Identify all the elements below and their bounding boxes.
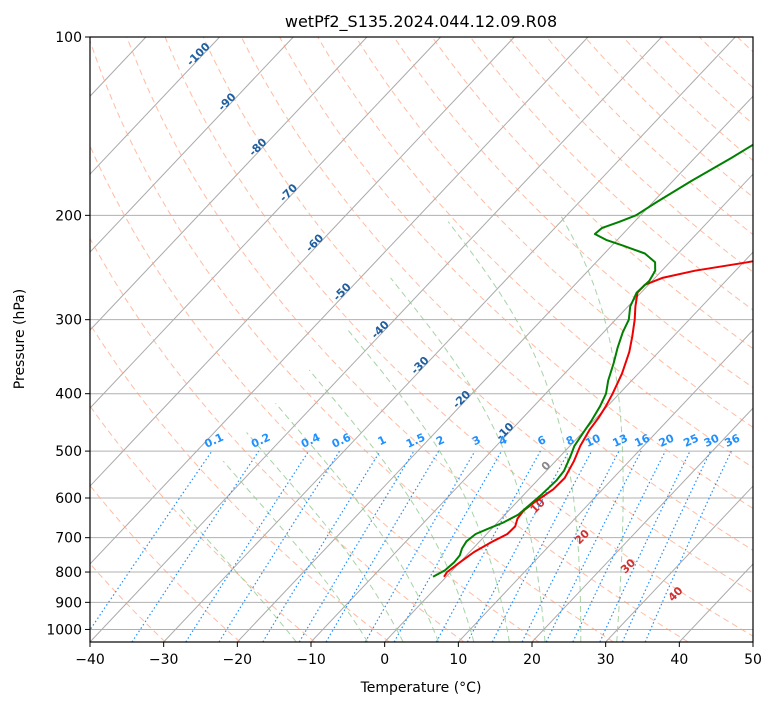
mixing-ratio-label: 10 xyxy=(583,431,603,449)
isotherm-gridline xyxy=(90,37,441,409)
x-axis-title: Temperature (°C) xyxy=(360,680,482,696)
x-tick-label: −30 xyxy=(149,652,179,668)
dry-adiabat xyxy=(126,37,689,642)
y-tick-label: 600 xyxy=(55,491,82,507)
y-tick-label: 200 xyxy=(55,208,82,224)
mixing-ratio-line xyxy=(218,450,341,642)
moist-adiabat xyxy=(275,402,439,642)
dry-adiabat xyxy=(90,237,465,642)
mixing-ratio-line xyxy=(572,450,666,642)
y-tick-label: 800 xyxy=(55,565,82,581)
mixing-ratio-line xyxy=(185,450,310,642)
x-tick-label: 30 xyxy=(597,652,615,668)
y-tick-label: 100 xyxy=(55,30,82,46)
plot-frame xyxy=(89,36,754,643)
mixing-ratio-line xyxy=(364,450,476,642)
isotherm-gridline xyxy=(90,37,589,565)
mixing-ratio-line xyxy=(90,450,213,631)
dry-adiabat xyxy=(431,37,753,350)
moist-adiabat xyxy=(345,327,510,642)
dry-adiabat xyxy=(90,323,390,642)
y-tick-label: 700 xyxy=(55,531,82,547)
mixing-ratio-label: 20 xyxy=(657,431,677,449)
dry-adiabat xyxy=(240,37,753,551)
mixing-ratio-line xyxy=(325,450,440,642)
dry-adiabat xyxy=(469,37,753,311)
x-tick-label: 40 xyxy=(670,652,688,668)
isotherm-gridline xyxy=(90,37,515,487)
dry-adiabat xyxy=(90,484,241,642)
moist-adiabat xyxy=(222,460,369,642)
dewpoint-profile-line xyxy=(432,143,753,578)
temperature-profile-line xyxy=(443,260,753,578)
dry-adiabat xyxy=(622,37,753,162)
mixing-ratio-line xyxy=(644,450,732,642)
dry-adiabat xyxy=(164,37,753,637)
mixing-ratio-line xyxy=(599,450,691,642)
isotherm-gridline xyxy=(163,37,736,642)
mixing-ratio-line xyxy=(393,450,503,642)
mixing-ratio-line xyxy=(262,450,381,642)
mixing-ratio-label: 16 xyxy=(633,431,653,449)
isotherm-gridline xyxy=(384,251,753,642)
isotherm-gridline xyxy=(90,37,220,175)
isotherm-gridline xyxy=(90,37,294,253)
isotherm-gridline xyxy=(605,485,753,642)
y-tick-label: 1000 xyxy=(46,622,82,638)
dry-adiabat xyxy=(508,37,753,273)
mixing-ratio-line xyxy=(298,450,415,642)
dry-adiabat xyxy=(546,37,753,236)
chart-title: wetPf2_S135.2024.044.12.09.R08 xyxy=(285,12,557,32)
dry-adiabat xyxy=(202,37,753,594)
x-tick-label: −10 xyxy=(296,652,326,668)
x-tick-label: 50 xyxy=(744,652,762,668)
isotherm-gridline xyxy=(236,95,753,642)
isotherm-gridline xyxy=(310,173,753,642)
isotherm-gridline xyxy=(90,37,368,331)
y-axis-title: Pressure (hPa) xyxy=(12,289,28,389)
mixing-ratio-line xyxy=(545,450,642,642)
isotherm-gridline xyxy=(531,407,753,642)
isotherm-gridline xyxy=(90,37,662,642)
y-tick-label: 900 xyxy=(55,595,82,611)
mixing-ratio-label: 36 xyxy=(723,431,743,449)
dry-adiabat xyxy=(90,144,540,642)
dry-adiabat xyxy=(393,37,753,389)
x-tick-label: 0 xyxy=(380,652,389,668)
y-tick-label: 400 xyxy=(55,387,82,403)
isotherm-gridline xyxy=(457,329,753,642)
mixing-ratio-line xyxy=(435,450,541,642)
x-tick-label: −20 xyxy=(223,652,253,668)
mixing-ratio-line xyxy=(621,450,712,642)
x-tick-label: 10 xyxy=(449,652,467,668)
moist-adiabat xyxy=(560,215,624,642)
mixing-ratio-label: 13 xyxy=(611,432,630,450)
moist-adiabat xyxy=(447,221,582,642)
moist-adiabat xyxy=(308,369,475,642)
mixing-ratio-label: 30 xyxy=(702,431,722,449)
dry-adiabat xyxy=(317,37,753,469)
y-tick-label: 300 xyxy=(55,313,82,329)
dry-adiabat xyxy=(90,39,614,642)
x-tick-label: −40 xyxy=(75,652,105,668)
mixing-ratio-label: 25 xyxy=(681,432,700,450)
moist-adiabat xyxy=(390,277,546,642)
x-tick-label: 20 xyxy=(523,652,541,668)
y-tick-label: 500 xyxy=(55,444,82,460)
